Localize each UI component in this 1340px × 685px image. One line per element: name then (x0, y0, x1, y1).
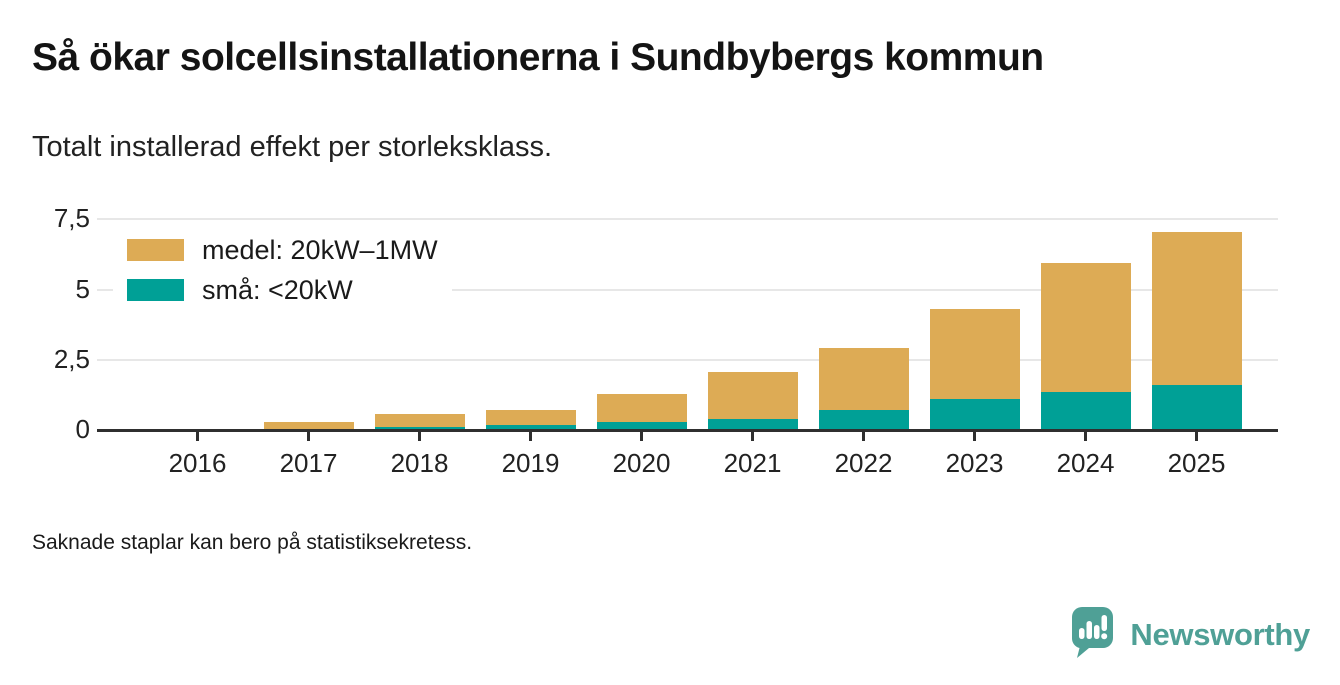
bar-sma-2025 (1151, 385, 1242, 430)
x-axis-label-2016: 2016 (168, 448, 227, 478)
bar-medel-2017 (263, 422, 354, 430)
x-axis-line (97, 428, 1278, 432)
x-axis-label-2020: 2020 (612, 448, 671, 478)
x-axis-label-2024: 2024 (1056, 448, 1115, 478)
bar-medel-2019 (485, 409, 576, 426)
page-title: Så ökar solcellsinstallationerna i Sundb… (32, 36, 1044, 79)
bar-sma-2021 (707, 418, 798, 430)
x-axis-label-2025: 2025 (1167, 448, 1226, 478)
bar-medel-2025 (1151, 231, 1242, 386)
bar-sma-2020 (596, 422, 687, 430)
chart-legend: medel: 20kW–1MW små: <20kW (113, 224, 452, 316)
x-axis-label-2023: 2023 (945, 448, 1004, 478)
newsworthy-logo-icon (1068, 604, 1117, 665)
y-axis-label-2,5: 2,5 (53, 343, 90, 374)
x-axis-tick-2025 (1195, 432, 1198, 441)
x-axis-tick-2020 (640, 432, 643, 441)
x-axis-tick-2017 (307, 432, 310, 441)
bar-medel-2024 (1040, 262, 1131, 393)
newsworthy-logo-text: Newsworthy (1130, 616, 1310, 652)
x-axis-tick-2024 (1084, 432, 1087, 441)
x-axis-label-2022: 2022 (834, 448, 893, 478)
bar-medel-2020 (596, 394, 687, 423)
newsworthy-branding: Newsworthy (1068, 604, 1310, 665)
chart-footnote: Saknade staplar kan bero på statistiksek… (32, 531, 473, 554)
y-axis-label-0: 0 (75, 414, 90, 444)
gridline-2,5 (97, 358, 1278, 361)
legend-swatch-medel (127, 239, 184, 261)
legend-item-sma: små: <20kW (127, 270, 438, 310)
x-axis-tick-2018 (418, 432, 421, 441)
x-axis-label-2017: 2017 (279, 448, 338, 478)
legend-item-medel: medel: 20kW–1MW (127, 230, 438, 270)
bar-sma-2022 (818, 409, 909, 430)
bar-medel-2018 (374, 413, 465, 428)
legend-label-medel: medel: 20kW–1MW (202, 234, 438, 265)
y-axis-label-5: 5 (75, 273, 90, 304)
bar-medel-2021 (707, 372, 798, 419)
x-axis-tick-2022 (862, 432, 865, 441)
x-axis-label-2021: 2021 (723, 448, 782, 478)
bar-sma-2024 (1040, 392, 1131, 430)
x-axis-tick-2021 (751, 432, 754, 441)
chart-subtitle: Totalt installerad effekt per storlekskl… (32, 131, 553, 163)
y-axis-label-7,5: 7,5 (53, 203, 90, 234)
legend-label-sma: små: <20kW (202, 274, 353, 305)
legend-swatch-sma (127, 279, 184, 301)
gridline-7,5 (97, 218, 1278, 221)
x-axis-tick-2016 (196, 432, 199, 441)
gridline-5 (97, 288, 1278, 291)
bar-sma-2019 (485, 425, 576, 430)
x-axis-label-2019: 2019 (501, 448, 560, 478)
bar-medel-2022 (818, 347, 909, 410)
x-axis-tick-2023 (973, 432, 976, 441)
x-axis-tick-2019 (529, 432, 532, 441)
bar-medel-2023 (929, 309, 1020, 400)
x-axis-label-2018: 2018 (390, 448, 449, 478)
bar-sma-2023 (929, 399, 1020, 430)
